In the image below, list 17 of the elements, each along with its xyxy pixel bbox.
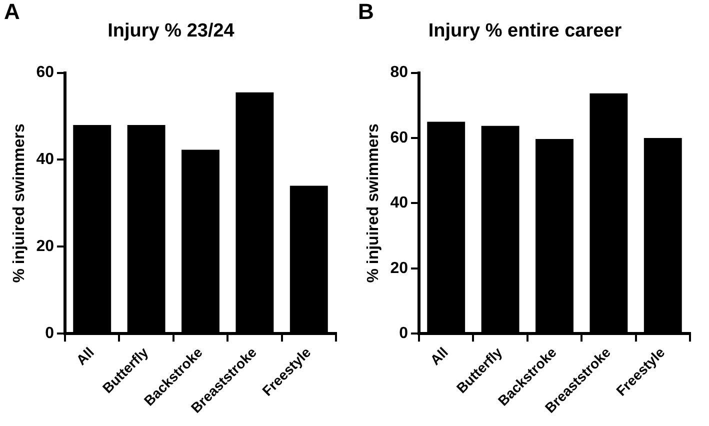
text: A <box>4 0 20 24</box>
y-tick-label: 80 <box>390 64 408 82</box>
y-tick-label: 60 <box>36 64 54 82</box>
x-tick-label: All <box>72 344 97 368</box>
y-tick-label: 20 <box>36 238 54 256</box>
y-tick-label: 20 <box>390 260 408 277</box>
y-axis-title: % injuired swimmers <box>11 124 28 283</box>
y-tick-label: 60 <box>390 129 408 146</box>
chart-title: Injury % entire career <box>428 20 622 42</box>
text: B <box>358 0 374 24</box>
y-tick-label: 0 <box>45 325 54 342</box>
y-axis-title: % injuired swimmers <box>365 124 382 283</box>
y-tick-label: 0 <box>399 325 408 342</box>
y-tick-label: 40 <box>390 194 408 212</box>
x-tick-label: All <box>426 344 451 368</box>
y-tick-label: 40 <box>36 151 54 168</box>
chart-title: Injury % 23/24 <box>108 20 235 42</box>
